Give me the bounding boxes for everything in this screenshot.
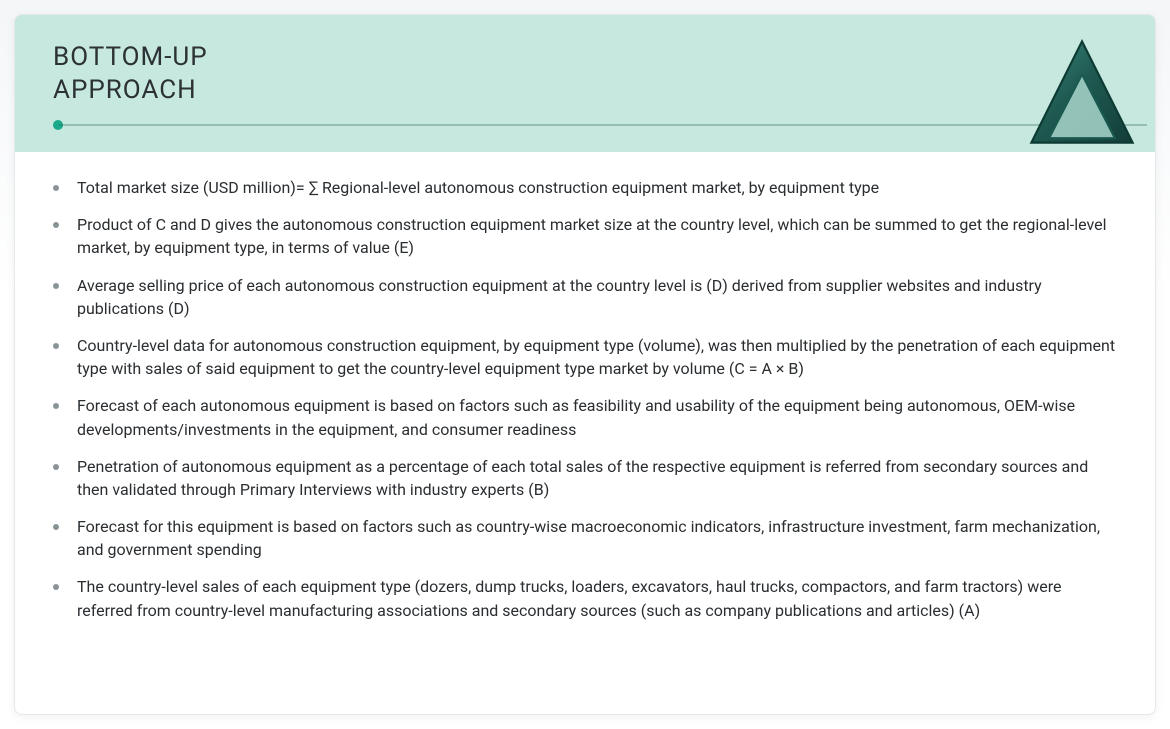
- bullet-dot-icon: [53, 524, 59, 530]
- title-line-2: APPROACH: [53, 75, 197, 105]
- card-header: BOTTOM-UP APPROACH: [15, 15, 1155, 152]
- card-title: BOTTOM-UP APPROACH: [53, 41, 1117, 106]
- card-body: Total market size (USD million)= ∑ Regio…: [15, 152, 1155, 714]
- header-rule: [53, 120, 1117, 130]
- list-item: Product of C and D gives the autonomous …: [53, 213, 1117, 259]
- triangle-icon: [1027, 37, 1137, 147]
- list-item: Country-level data for autonomous constr…: [53, 334, 1117, 380]
- bullet-dot-icon: [53, 222, 59, 228]
- bullet-dot-icon: [53, 185, 59, 191]
- title-line-1: BOTTOM-UP: [53, 42, 208, 72]
- list-item-text: Total market size (USD million)= ∑ Regio…: [77, 176, 1117, 199]
- bullet-dot-icon: [53, 343, 59, 349]
- list-item-text: The country-level sales of each equipmen…: [77, 575, 1117, 621]
- list-item: Penetration of autonomous equipment as a…: [53, 455, 1117, 501]
- list-item-text: Product of C and D gives the autonomous …: [77, 213, 1117, 259]
- list-item-text: Penetration of autonomous equipment as a…: [77, 455, 1117, 501]
- list-item: Forecast of each autonomous equipment is…: [53, 394, 1117, 440]
- list-item-text: Average selling price of each autonomous…: [77, 274, 1117, 320]
- bullet-dot-icon: [53, 283, 59, 289]
- bullet-dot-icon: [53, 464, 59, 470]
- bullet-dot-icon: [53, 584, 59, 590]
- bullet-list: Total market size (USD million)= ∑ Regio…: [53, 176, 1117, 622]
- list-item: Average selling price of each autonomous…: [53, 274, 1117, 320]
- rule-line: [59, 125, 1147, 126]
- approach-card: BOTTOM-UP APPROACH Total: [14, 14, 1156, 715]
- list-item: Forecast for this equipment is based on …: [53, 515, 1117, 561]
- list-item: Total market size (USD million)= ∑ Regio…: [53, 176, 1117, 199]
- list-item-text: Forecast for this equipment is based on …: [77, 515, 1117, 561]
- list-item-text: Forecast of each autonomous equipment is…: [77, 394, 1117, 440]
- page-background: BOTTOM-UP APPROACH Total: [0, 0, 1170, 729]
- list-item: The country-level sales of each equipmen…: [53, 575, 1117, 621]
- bullet-dot-icon: [53, 403, 59, 409]
- list-item-text: Country-level data for autonomous constr…: [77, 334, 1117, 380]
